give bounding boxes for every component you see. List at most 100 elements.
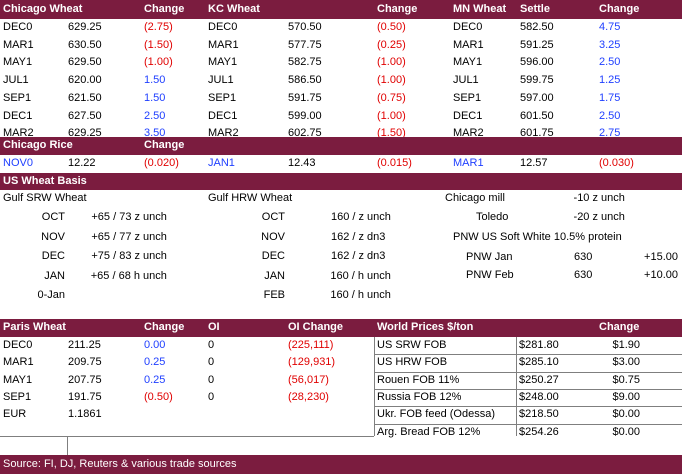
chicago-month: JUL1 [3,74,29,87]
toledo-change: unch [601,211,625,223]
mn-change: 1.75 [599,91,621,104]
hrw-month: DEC [261,250,285,262]
mn-change: 3.25 [599,38,621,51]
kc-month: MAR1 [208,38,239,51]
world-price-change: $0.00 [612,425,640,438]
kc-month: JUL1 [208,74,234,87]
kc-price: 570.50 [288,21,322,33]
srw-basis-change: unch [143,211,167,223]
world-price-change: $0.75 [612,373,640,386]
kc-price: 602.75 [288,127,322,140]
paris-month: MAR1 [3,356,34,369]
chicago-month: DEC1 [3,109,33,122]
kc-change: (0.75) [377,91,406,104]
mn-price: 596.00 [520,56,554,69]
paris-price: 191.75 [68,390,102,403]
kc-change: (0.25) [377,38,406,51]
paris-month: SEP1 [3,390,32,403]
paris-oi: 0 [208,356,215,369]
pnw-change-2: +10.00 [644,269,678,281]
kc-month: SEP1 [208,91,237,104]
srw-month: DEC [41,250,65,262]
hrw-month: FEB [263,289,285,301]
paris-bottom-border [0,436,374,437]
world-price-name: Rouen FOB 11% [377,373,460,386]
mn-change: 2.50 [599,109,621,122]
mn-price: 599.75 [520,74,554,87]
mn-price: 582.50 [520,21,554,33]
hrw-basis-value: 160 / h [330,269,364,282]
paris-price: 211.25 [68,339,101,351]
chicago-price: 629.25 [68,21,102,33]
paris-oi: 0 [208,390,215,403]
mn-settle-header: Settle [520,3,550,15]
world-price-name: Arg. Bread FOB 12% [377,425,481,438]
pnw-change-1: +15.00 [644,251,678,263]
world-row-divider [374,354,682,356]
mn-month: DEC1 [453,109,483,122]
pnw-title: PNW US Soft White 10.5% protein [453,231,622,243]
paris-oi-change: (28,230) [288,390,329,403]
srw-basis-change: unch [143,269,167,282]
rice-header-bar: Chicago Rice Change [0,137,682,155]
kc-change: (1.00) [377,56,406,69]
chicago-month: MAY1 [3,56,33,69]
mn-price: 601.50 [520,109,554,122]
world-price-name: Ukr. FOB feed (Odessa) [377,408,495,421]
mn-change: 4.75 [599,21,621,33]
paris-oi-change: (129,931) [288,356,336,369]
world-left-border [374,337,375,436]
world-price-name: US HRW FOB [377,356,448,369]
world-title: World Prices $/ton [377,321,474,333]
mn-month: JUL1 [453,74,479,87]
world-row-divider [374,406,682,408]
world-price-name: US SRW FOB [377,339,447,351]
kc-change: (0.50) [377,21,406,33]
chicago-change-header: Change [144,3,185,15]
chicago-change: 1.50 [144,74,166,87]
paris-oi: 0 [208,373,215,386]
basis-title: US Wheat Basis [3,175,87,187]
paris-oi-change-header: OI Change [288,321,344,333]
world-price-change: $9.00 [612,390,640,403]
kc-month: DEC0 [208,21,238,33]
kc-month: MAR2 [208,127,239,140]
paris-oi-change: (225,111) [288,339,334,351]
paris-oi: 0 [208,339,215,351]
chicago-wheat-title: Chicago Wheat [3,3,83,15]
mn-wheat-title: MN Wheat [453,3,507,15]
kc-month: MAY1 [208,56,238,69]
chicago-mill-label: Chicago mill [445,192,505,204]
chicago-change: (2.75) [144,21,173,33]
chicago-month: MAR2 [3,127,34,140]
toledo-value: -20 z [573,211,598,223]
kc-change: (1.00) [377,74,406,87]
paris-change: 0.25 [144,356,166,369]
kc-change-header: Change [377,3,418,15]
paris-title: Paris Wheat [3,321,66,333]
toledo-label: Toledo [476,211,509,223]
chicago-price: 629.25 [68,127,102,140]
rice-month-3: MAR1 [453,157,484,169]
rice-price-3: 12.57 [520,157,548,169]
footer-divider [67,436,68,455]
mn-month: DEC0 [453,21,483,33]
eur-label: EUR [3,408,27,420]
hrw-basis-change: unch [367,211,391,223]
world-price-value: $285.10 [519,356,559,369]
paris-price: 209.75 [68,356,102,369]
hrw-basis-change: dn3 [367,250,386,262]
hrw-month: JAN [264,269,285,282]
kc-month: DEC1 [208,109,238,122]
srw-basis-value: +65 / 77 z [91,230,140,243]
world-price-value: $254.26 [519,425,559,438]
paris-oi-change: (56,017) [288,373,329,386]
hrw-month: OCT [261,211,285,223]
pnw-value-1: 630 [574,251,593,263]
chicago-price: 627.50 [68,109,102,122]
world-price-value: $218.50 [519,408,559,421]
srw-month: NOV [41,230,65,243]
rice-price-1: 12.22 [68,157,96,169]
chicago-change: 3.50 [144,127,166,140]
chicago-month: DEC0 [3,21,33,33]
